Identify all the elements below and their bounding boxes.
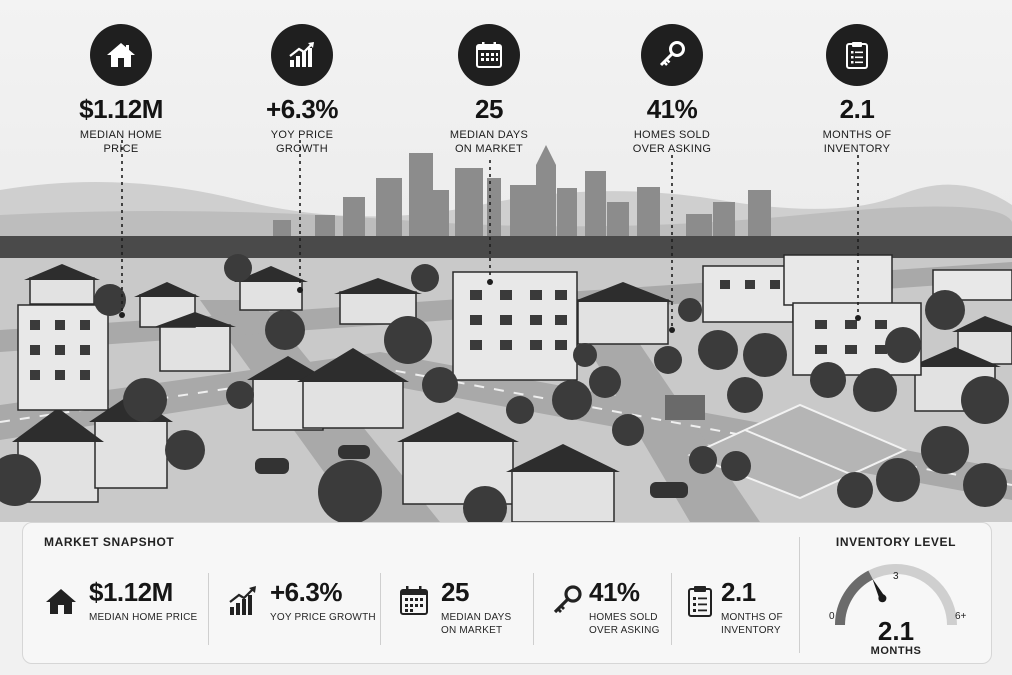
house-icon [43,583,79,619]
stat-label: YOY PRICE GROWTH [270,129,334,155]
stat-callout-months-inventory: 2.1 MONTHS OF INVENTORY [772,24,942,156]
stat-value: 2.1 [839,94,875,124]
key-icon [641,24,703,86]
key-icon [549,583,585,619]
stat-value: +6.3% [266,94,338,124]
gauge-hub [878,594,887,603]
stat-callout-price-growth: +6.3% YOY PRICE GROWTH [217,24,387,156]
gauge-value: 2.1 [877,616,915,646]
snapshot-label: YOY PRICE GROWTH [270,612,376,623]
stat-label: MONTHS OF INVENTORY [822,129,892,155]
house-icon [90,24,152,86]
snapshot-metric-months-inventory: 2.1 MONTHS OF INVENTORY [683,573,793,647]
snapshot-metric-sold-over-asking: 41% HOMES SOLD OVER ASKING [549,573,679,647]
inventory-gauge: INVENTORY LEVEL 0 3 6+ 2.1 MONTHS [801,523,991,663]
stat-value: $1.12M [79,94,163,124]
snapshot-divider [208,573,209,645]
snapshot-value: $1.12M [89,577,173,607]
stat-label: HOMES SOLD OVER ASKING [632,129,712,155]
snapshot-value: +6.3% [270,577,342,607]
gauge-mid-label: 3 [893,571,899,582]
gauge-max-label: 6+ [955,611,967,622]
stat-callout-days-on-market: 25 MEDIAN DAYS ON MARKET [404,24,574,156]
stat-value: 25 [475,94,503,124]
snapshot-title: MARKET SNAPSHOT [44,535,175,549]
snapshot-metric-median-price: $1.12M MEDIAN HOME PRICE [43,573,213,647]
stat-callout-sold-over-asking: 41% HOMES SOLD OVER ASKING [587,24,757,156]
snapshot-label: MONTHS OF INVENTORY [721,612,783,636]
snapshot-divider [671,573,672,645]
snapshot-metric-days-on-market: 25 MEDIAN DAYS ON MARKET [397,573,527,647]
snapshot-label: MEDIAN HOME PRICE [89,612,198,623]
gauge-unit: MONTHS [870,645,922,657]
gauge-dial [835,564,957,626]
snapshot-metric-price-growth: +6.3% YOY PRICE GROWTH [226,573,386,647]
stat-value: 41% [646,94,698,124]
calendar-icon [458,24,520,86]
growth-chart-icon [271,24,333,86]
city-skyline [273,145,771,242]
snapshot-label: HOMES SOLD OVER ASKING [589,612,660,636]
snapshot-divider [380,573,381,645]
leader-lines [121,140,859,330]
snapshot-value: 41% [589,577,640,607]
trees [0,254,1009,522]
snapshot-label: MEDIAN DAYS ON MARKET [441,612,512,636]
calendar-icon [397,583,433,619]
stat-label: MEDIAN HOME PRICE [79,129,163,155]
clipboard-icon [683,583,719,619]
growth-chart-icon [226,583,262,619]
neighborhood-illustration [0,0,1012,522]
stat-callout-median-price: $1.12M MEDIAN HOME PRICE [36,24,206,156]
gauge-title: INVENTORY LEVEL [835,535,957,549]
snapshot-divider [533,573,534,645]
cars [255,445,688,498]
snapshot-value: 2.1 [721,577,756,607]
clipboard-icon [826,24,888,86]
market-snapshot-panel: MARKET SNAPSHOT $1.12M MEDIAN HOME PRICE… [22,522,992,664]
gauge-min-label: 0 [829,611,835,622]
snapshot-divider [799,537,800,653]
stat-label: MEDIAN DAYS ON MARKET [449,129,529,155]
gauge-fill [835,570,874,626]
snapshot-value: 25 [441,577,469,607]
